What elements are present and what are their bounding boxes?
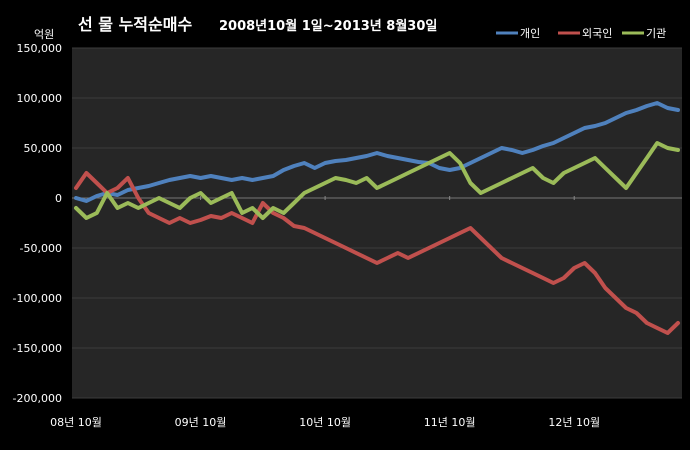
- y-tick-label: 100,000: [17, 92, 63, 105]
- y-tick-label: 0: [55, 192, 62, 205]
- chart-subtitle: 2008년10월 1일~2013년 8월30일: [219, 18, 437, 34]
- series-line-2: [74, 171, 680, 335]
- y-axis-ticks: 150,000 100,000 50,000 0 -50,000 -100,000 -150…: [13, 42, 62, 405]
- y-tick-label: -100,000: [13, 292, 62, 305]
- x-tick-label: 08년 10월: [50, 416, 102, 429]
- gridlines: [72, 47, 682, 399]
- legend-label: 개인: [520, 27, 540, 40]
- x-tick-label: 12년 10월: [548, 416, 600, 429]
- y-tick-label: -200,000: [13, 392, 62, 405]
- legend-label: 기관: [646, 27, 666, 40]
- series-line-1: [74, 101, 680, 203]
- plot-area: [72, 48, 682, 398]
- y-tick-label: 50,000: [24, 142, 63, 155]
- y-axis-unit: 억원: [34, 28, 54, 41]
- chart-title: 선 물 누적순매수: [78, 15, 192, 34]
- legend: 개인 외국인 기관: [496, 27, 666, 40]
- series-line-3: [74, 141, 680, 220]
- series-lines: [74, 101, 680, 335]
- y-tick-label: 150,000: [17, 42, 63, 55]
- x-tick-label: 11년 10월: [424, 416, 476, 429]
- x-tick-label: 09년 10월: [175, 416, 227, 429]
- x-tick-label: 10년 10월: [299, 416, 351, 429]
- x-axis-ticks: 08년 10월 09년 10월 10년 10월 11년 10월 12년 10월: [50, 196, 600, 429]
- y-tick-label: -50,000: [20, 242, 62, 255]
- y-tick-label: -150,000: [13, 342, 62, 355]
- legend-label: 외국인: [582, 27, 612, 40]
